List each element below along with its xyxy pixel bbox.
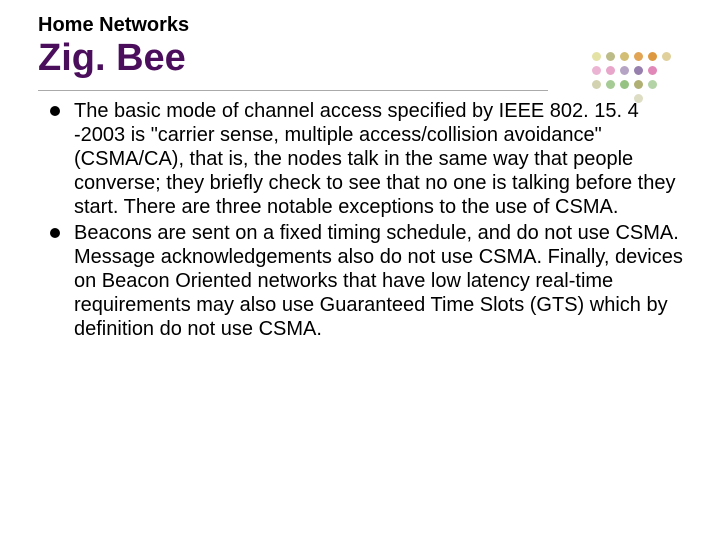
- list-item: Beacons are sent on a fixed timing sched…: [50, 221, 690, 341]
- decor-dot: [648, 80, 657, 89]
- decor-dot: [648, 66, 657, 75]
- decor-dot: [606, 66, 615, 75]
- decor-dot: [634, 52, 643, 61]
- decor-dot: [620, 66, 629, 75]
- decor-dot: [592, 80, 601, 89]
- decor-dot: [606, 80, 615, 89]
- decor-dot: [648, 52, 657, 61]
- body: The basic mode of channel access specifi…: [38, 99, 690, 341]
- decor-dot: [634, 66, 643, 75]
- bullet-text: Beacons are sent on a fixed timing sched…: [74, 221, 690, 341]
- decor-dot: [634, 94, 643, 103]
- slide-subtitle: Home Networks: [38, 14, 690, 37]
- slide: Home Networks Zig. Bee The basic mode of…: [0, 0, 720, 540]
- decor-dot: [634, 80, 643, 89]
- decor-dot: [620, 52, 629, 61]
- decor-dot: [592, 52, 601, 61]
- bullet-list: The basic mode of channel access specifi…: [38, 99, 690, 341]
- dot-decoration: [592, 52, 702, 122]
- title-rule: [38, 90, 548, 91]
- decor-dot: [592, 66, 601, 75]
- decor-dot: [662, 52, 671, 61]
- decor-dot: [606, 52, 615, 61]
- decor-dot: [620, 80, 629, 89]
